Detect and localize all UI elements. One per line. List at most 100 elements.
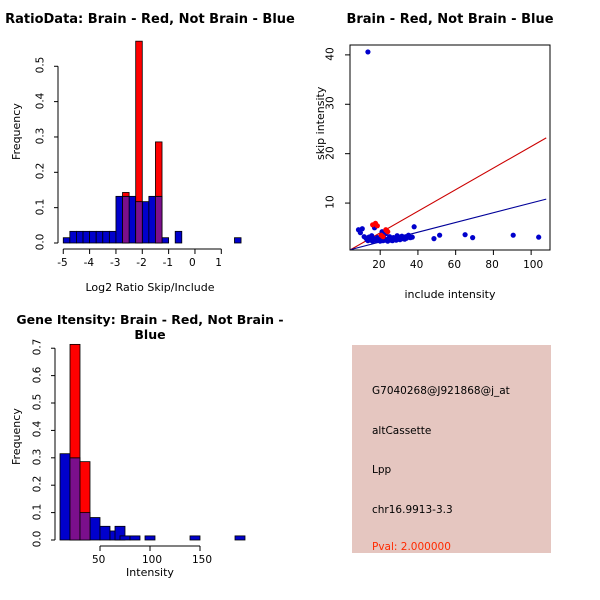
- ratio-bar-blue-6: [102, 230, 110, 244]
- scatter-title: Brain - Red, Not Brain - Blue: [346, 12, 554, 27]
- gene-bar-blue-11: [234, 535, 246, 541]
- scatter-point: [357, 230, 363, 236]
- scatter-xtick-2: 60: [447, 259, 462, 271]
- scatter-point: [510, 232, 516, 238]
- ratio-bar-blue-16: [174, 230, 183, 244]
- ratio-histogram-x-axis-label: Log2 Ratio Skip/Include: [85, 281, 215, 294]
- gene-bar-blue-8: [129, 535, 141, 541]
- ratio-bar-overlap-2: [155, 195, 163, 244]
- ratio-xtick-1: -4: [83, 257, 95, 269]
- gene-bar-blue-4: [99, 525, 111, 541]
- ratio-bar-red-0: [122, 192, 130, 197]
- ratio-histogram-y-axis-label: Frequency: [10, 103, 23, 160]
- ratio-bar-blue-2: [76, 230, 84, 244]
- ratio-bar-red-2: [155, 141, 163, 197]
- ratio-bar-blue-0: [62, 237, 71, 244]
- scatter-point: [380, 234, 386, 240]
- gene-bar-overlap-0: [69, 457, 81, 541]
- gene-bar-blue-9: [144, 535, 156, 541]
- scatter-xtick-0: 20: [372, 259, 386, 271]
- scatter-point: [385, 229, 391, 235]
- gene-ytick-0: 0.0: [31, 530, 44, 548]
- ratio-xtick-4: -1: [162, 257, 174, 269]
- gene-histogram-panel: Gene Itensity: Brain - Red, Not Brain - …: [0, 300, 300, 600]
- ratio-histogram-title: RatioData: Brain - Red, Not Brain - Blue: [5, 12, 295, 27]
- scatter-x-axis-label: include intensity: [404, 288, 496, 300]
- gene-bar-red-0: [69, 343, 81, 459]
- gene-ytick-5: 0.5: [31, 393, 44, 411]
- ratio-xtick-6: 1: [215, 257, 222, 269]
- ratio-bar-blue-15: [161, 237, 170, 244]
- gene-symbol-text: Lpp: [372, 464, 392, 476]
- scatter-point: [365, 49, 371, 55]
- scatter-point: [437, 232, 443, 238]
- scatter-panel: Brain - Red, Not Brain - Blue include in…: [300, 0, 600, 300]
- event-type-text: altCassette: [372, 425, 432, 437]
- scatter-ytick-1: 20: [324, 145, 337, 160]
- scatter-point: [536, 234, 542, 240]
- scatter-point: [470, 235, 476, 241]
- ratio-xtick-3: -2: [136, 257, 147, 269]
- ratio-bar-blue-7: [108, 230, 117, 244]
- ratio-bar-blue-5: [95, 230, 104, 244]
- ratio-bar-blue-17: [234, 237, 242, 244]
- scatter-point: [374, 223, 380, 229]
- scatter-xtick-1: 40: [409, 259, 424, 271]
- ratio-xtick-0: -5: [57, 257, 68, 269]
- info-panel: G7040268@J921868@j_at altCassette Lpp ch…: [300, 300, 600, 600]
- gene-ytick-1: 0.1: [31, 503, 44, 520]
- ratio-ytick-3: 0.3: [34, 127, 47, 145]
- scatter-svg: [345, 44, 551, 255]
- annotation-box: G7040268@J921868@j_at altCassette Lpp ch…: [352, 345, 551, 553]
- ratio-bar-blue-12: [141, 201, 150, 244]
- ratio-ytick-1: 0.1: [34, 198, 47, 215]
- gene-bar-blue-7: [119, 535, 131, 541]
- ratio-bar-blue-3: [82, 230, 91, 244]
- ratio-bar-blue-13: [148, 195, 156, 244]
- gene-ytick-2: 0.2: [31, 475, 44, 493]
- gene-histogram-svg: [51, 343, 246, 551]
- scatter-point: [359, 226, 365, 232]
- ratio-bar-overlap-1: [135, 201, 143, 244]
- ratio-xtick-5: 0: [188, 257, 196, 269]
- scatter-ytick-0: 10: [324, 195, 337, 209]
- scatter-point: [431, 236, 437, 242]
- scatter-ytick-2: 30: [324, 96, 337, 110]
- ratio-xtick-2: -3: [109, 257, 121, 269]
- ratio-bar-overlap-0: [122, 195, 130, 244]
- ratio-ytick-0: 0.0: [34, 233, 47, 251]
- gene-ytick-4: 0.4: [31, 421, 44, 438]
- scatter-ytick-3: 40: [324, 47, 337, 61]
- gene-histogram-y-axis-label: Frequency: [10, 408, 23, 465]
- gene-bar-red-1: [79, 461, 91, 514]
- scatter-point: [411, 224, 417, 230]
- ratio-bar-blue-8: [115, 195, 123, 244]
- gene-ytick-6: 0.6: [31, 366, 44, 383]
- scatter-point: [409, 234, 415, 240]
- ratio-ytick-5: 0.5: [34, 56, 47, 74]
- scatter-xtick-3: 80: [485, 259, 499, 271]
- gene-histogram-x-axis-label: Intensity: [126, 566, 174, 579]
- gene-xtick-0: 50: [92, 554, 106, 566]
- gene-bar-blue-10: [189, 535, 201, 541]
- ratio-ytick-2: 0.2: [34, 162, 47, 180]
- ratio-histogram-svg: [54, 40, 242, 254]
- ratio-bar-red-1: [135, 40, 143, 203]
- ratio-bar-blue-10: [128, 195, 137, 244]
- ratio-bar-blue-1: [69, 230, 77, 244]
- gene-bar-overlap-1: [79, 512, 91, 541]
- ratio-bar-blue-4: [89, 230, 97, 244]
- gene-ytick-7: 0.7: [31, 338, 44, 356]
- probe-id-text: G7040268@J921868@j_at: [372, 385, 510, 397]
- gene-bar-blue-0: [59, 453, 71, 541]
- pval-text: Pval: 2.000000: [372, 541, 451, 553]
- gene-bar-blue-3: [89, 517, 101, 541]
- gene-xtick-1: 100: [142, 554, 163, 566]
- ratio-ytick-4: 0.4: [34, 92, 47, 109]
- gene-histogram-title: Gene Itensity: Brain - Red, Not Brain - …: [16, 312, 284, 342]
- gene-ytick-3: 0.3: [31, 448, 44, 466]
- scatter-point: [462, 232, 468, 238]
- ratio-histogram-panel: RatioData: Brain - Red, Not Brain - Blue…: [0, 0, 300, 300]
- locus-text: chr16.9913-3.3: [372, 504, 453, 516]
- gene-xtick-2: 150: [192, 554, 213, 566]
